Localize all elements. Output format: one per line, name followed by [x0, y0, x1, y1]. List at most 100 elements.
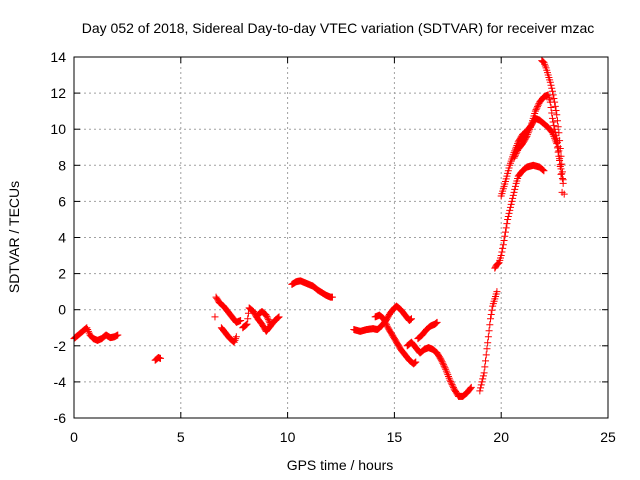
x-tick-label: 0 — [70, 429, 78, 445]
data-point — [480, 369, 488, 377]
data-point — [494, 260, 502, 268]
x-tick-label: 20 — [493, 429, 509, 445]
data-point — [558, 175, 566, 183]
data-point — [513, 148, 521, 156]
data-point — [263, 313, 271, 321]
data-point — [511, 153, 519, 161]
y-tick-label: 14 — [50, 49, 66, 65]
x-tick-label: 5 — [177, 429, 185, 445]
data-point — [553, 117, 561, 125]
data-point — [532, 106, 540, 114]
data-point — [506, 203, 514, 211]
data-point — [552, 107, 560, 115]
data-point — [275, 313, 283, 321]
data-point — [438, 358, 446, 366]
data-point — [380, 315, 388, 323]
data-point — [550, 95, 558, 103]
data-point — [500, 237, 508, 245]
y-tick-label: 0 — [58, 302, 66, 318]
data-point — [551, 102, 559, 110]
data-point — [242, 321, 250, 329]
data-point — [262, 311, 270, 319]
data-point — [328, 293, 336, 301]
data-point — [558, 168, 566, 176]
data-point — [412, 358, 420, 366]
data-point — [511, 185, 519, 193]
data-point — [540, 58, 548, 66]
data-point — [549, 91, 557, 99]
data-point — [447, 378, 455, 386]
data-point — [555, 129, 563, 137]
data-point — [540, 167, 548, 175]
y-tick-label: 10 — [50, 121, 66, 137]
data-point — [549, 118, 557, 126]
data-point — [526, 123, 534, 131]
data-point — [274, 314, 282, 322]
data-point — [446, 376, 454, 384]
data-point — [433, 318, 441, 326]
data-point — [479, 372, 487, 380]
data-point — [524, 129, 532, 137]
data-point — [232, 333, 240, 341]
data-point — [274, 314, 282, 322]
data-point — [265, 317, 273, 325]
data-point — [487, 311, 495, 319]
data-point — [559, 176, 567, 184]
data-point — [538, 166, 546, 174]
data-point — [504, 215, 512, 223]
data-point — [266, 319, 274, 327]
data-point — [547, 127, 555, 135]
data-point — [231, 336, 239, 344]
data-point — [442, 367, 450, 375]
data-point — [84, 326, 92, 334]
y-tick-label: -2 — [54, 338, 67, 354]
data-point — [499, 241, 507, 249]
data-point — [114, 331, 122, 339]
data-point — [509, 194, 517, 202]
data-point — [237, 317, 245, 325]
data-point — [467, 383, 475, 391]
data-point — [381, 318, 389, 326]
data-point — [499, 244, 507, 252]
data-point — [432, 319, 440, 327]
data-point — [551, 98, 559, 106]
data-point — [211, 313, 219, 321]
data-point — [488, 306, 496, 314]
data-point — [508, 197, 516, 205]
data-point — [547, 81, 555, 89]
data-point — [479, 375, 487, 383]
y-tick-label: 6 — [58, 193, 66, 209]
data-point — [541, 60, 549, 68]
y-tick-label: 4 — [58, 230, 66, 246]
data-point — [507, 200, 515, 208]
data-point — [487, 315, 495, 323]
data-point — [449, 382, 457, 390]
data-point — [243, 320, 251, 328]
data-point — [494, 259, 502, 267]
y-tick-label: -4 — [54, 374, 67, 390]
x-axis-label: GPS time / hours — [287, 457, 394, 473]
data-point — [551, 125, 559, 133]
data-point — [525, 127, 533, 135]
data-point — [547, 104, 555, 112]
data-point — [411, 359, 419, 367]
data-point — [410, 359, 418, 367]
data-point — [548, 109, 556, 117]
data-point — [437, 356, 445, 364]
data-point — [503, 220, 511, 228]
data-point — [407, 315, 415, 323]
data-point — [407, 315, 415, 323]
data-point — [466, 385, 474, 393]
data-point — [546, 78, 554, 86]
data-point — [510, 154, 518, 162]
y-tick-label: -6 — [54, 410, 67, 426]
data-point — [486, 321, 494, 329]
data-point — [440, 362, 448, 370]
x-axis: 0 5 10 15 20 25 — [70, 57, 616, 445]
y-tick-label: 2 — [58, 266, 66, 282]
data-point — [552, 138, 560, 146]
data-point — [83, 324, 91, 332]
data-point — [448, 381, 456, 389]
data-point — [476, 387, 484, 395]
